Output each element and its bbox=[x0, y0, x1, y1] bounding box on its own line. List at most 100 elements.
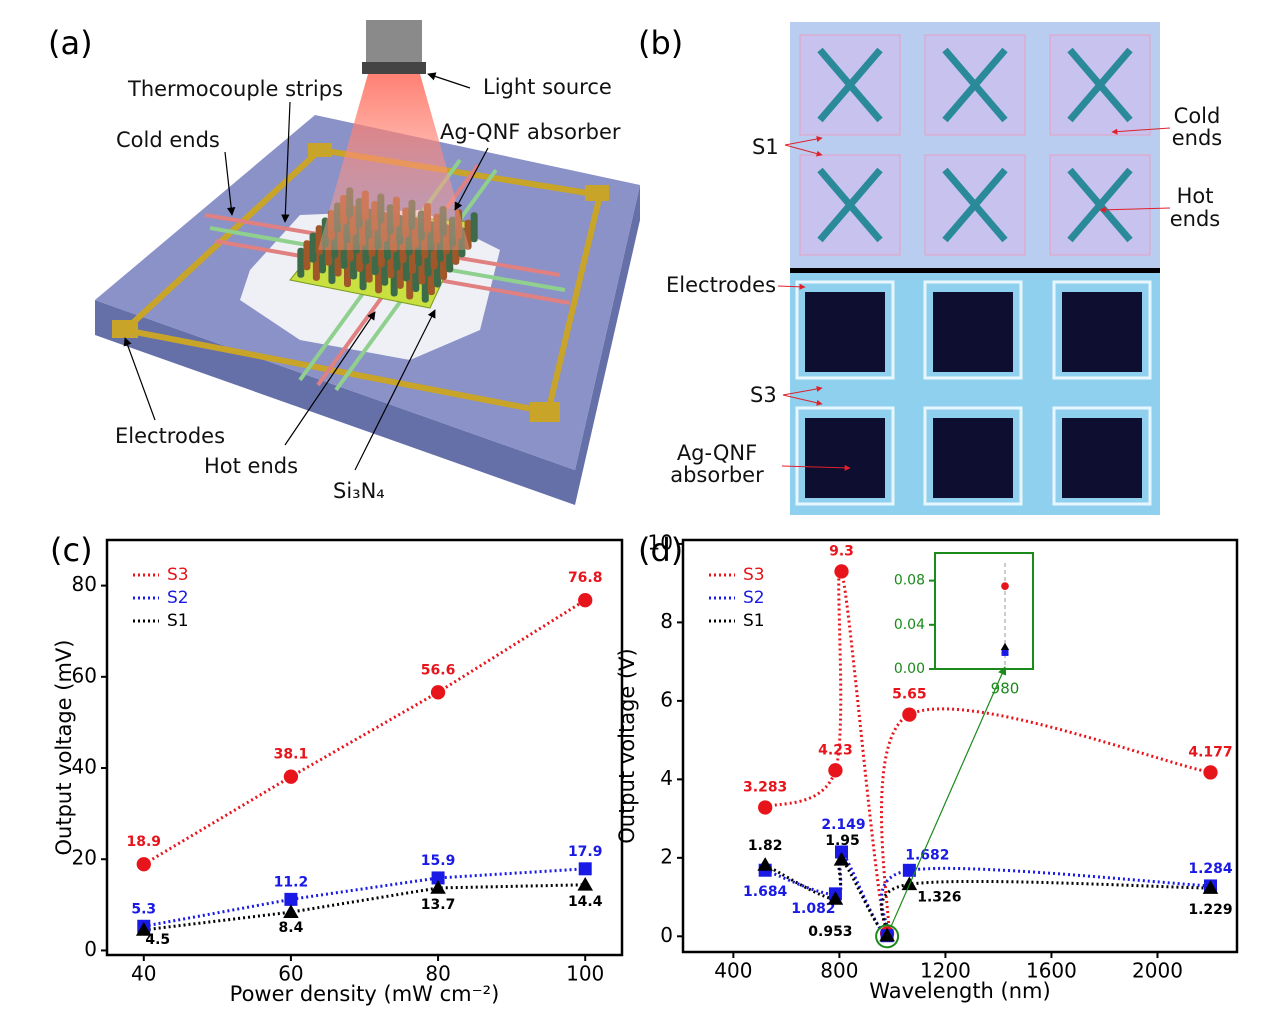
y-tick-label: 20 bbox=[72, 846, 97, 870]
y-axis-label: Output voltage (V) bbox=[615, 648, 639, 844]
inset-frame bbox=[934, 552, 1034, 670]
value-label: 3.283 bbox=[743, 779, 787, 795]
point bbox=[578, 862, 592, 876]
value-label: 1.229 bbox=[1188, 902, 1232, 918]
pad bbox=[585, 185, 609, 201]
pillar bbox=[303, 240, 311, 271]
point bbox=[834, 564, 849, 579]
label: Thermocouple strips bbox=[127, 77, 343, 101]
point bbox=[835, 845, 849, 859]
tile-frame bbox=[1052, 280, 1152, 380]
tile-pattern bbox=[817, 47, 883, 123]
absorber-square bbox=[933, 418, 1013, 498]
x-tick-label: 1200 bbox=[920, 959, 971, 983]
y-axis-label: Output voltage (mV) bbox=[52, 640, 76, 856]
value-label: 11.2 bbox=[274, 874, 309, 890]
callouts bbox=[777, 127, 1171, 471]
tile-frame bbox=[923, 406, 1023, 506]
point bbox=[1001, 582, 1009, 590]
label: Light source bbox=[483, 75, 612, 99]
value-label: 8.4 bbox=[279, 920, 304, 936]
series-line bbox=[143, 598, 587, 866]
label: Electrodes bbox=[666, 273, 776, 297]
point bbox=[1000, 642, 1010, 651]
tile-pattern bbox=[1067, 167, 1133, 243]
point bbox=[1202, 880, 1219, 894]
label: Electrodes bbox=[115, 424, 225, 448]
value-label: 17.9 bbox=[568, 844, 603, 860]
device-tiles bbox=[795, 34, 1152, 506]
x-tick-label: 1600 bbox=[1026, 959, 1077, 983]
x-tick-label: 800 bbox=[820, 959, 858, 983]
pillar bbox=[297, 247, 305, 278]
point bbox=[577, 876, 594, 891]
x-axis-label: Wavelength (nm) bbox=[869, 979, 1050, 1003]
x-tick-label: 80 bbox=[425, 962, 450, 986]
value-label: 5.3 bbox=[131, 901, 156, 917]
point bbox=[430, 685, 446, 700]
value-label: 1.326 bbox=[917, 889, 961, 905]
value-label: 1.682 bbox=[905, 847, 949, 863]
tile-frame bbox=[795, 406, 895, 506]
series-line bbox=[143, 867, 586, 928]
value-label: 4.177 bbox=[1188, 744, 1232, 760]
pad bbox=[112, 320, 138, 338]
point bbox=[135, 922, 152, 936]
point bbox=[879, 927, 895, 942]
label: ends bbox=[1172, 126, 1223, 150]
point bbox=[828, 763, 843, 778]
y-tick-label: 60 bbox=[72, 663, 97, 687]
x-tick-label: 400 bbox=[714, 959, 752, 983]
point bbox=[1001, 648, 1009, 656]
absorber-square bbox=[933, 292, 1013, 372]
point bbox=[283, 904, 299, 918]
point bbox=[1203, 765, 1218, 780]
y-tick-label: 0 bbox=[660, 923, 673, 947]
point bbox=[431, 871, 445, 885]
y-tick-label: 0.08 bbox=[894, 573, 925, 589]
y-tick-label: 10 bbox=[648, 530, 673, 554]
x-tick-label: 60 bbox=[278, 962, 303, 986]
axes-frame bbox=[105, 538, 624, 957]
value-label: 1.82 bbox=[748, 838, 783, 854]
label: ends bbox=[1170, 207, 1221, 231]
value-label: 13.7 bbox=[421, 897, 456, 913]
y-tick-label: 4 bbox=[660, 766, 673, 790]
label: Ag-QNF absorber bbox=[440, 120, 621, 144]
value-label: 1.95 bbox=[825, 833, 860, 849]
point bbox=[284, 892, 298, 906]
point bbox=[136, 857, 151, 872]
zoom-marker bbox=[875, 924, 900, 949]
tile-pattern bbox=[942, 167, 1008, 243]
label: S1 bbox=[752, 135, 779, 159]
pad bbox=[530, 402, 560, 422]
tile-pattern bbox=[817, 167, 883, 243]
point bbox=[283, 769, 299, 784]
callouts bbox=[123, 72, 489, 471]
y-tick-label: 2 bbox=[660, 844, 673, 868]
x-tick-label: 2000 bbox=[1132, 959, 1183, 983]
chart: 40 60 80 100 0 20 40 60 80 (c) Power density (mW c… bbox=[50, 531, 624, 1006]
point bbox=[430, 880, 446, 894]
point bbox=[833, 851, 850, 866]
y-tick-label: 0 bbox=[84, 937, 97, 961]
y-tick-label: 8 bbox=[660, 609, 673, 633]
label: Cold bbox=[1174, 104, 1221, 128]
pillar bbox=[470, 212, 478, 243]
panel-label: (b) bbox=[638, 24, 683, 62]
x-tick-label: 40 bbox=[131, 962, 156, 986]
label: Si₃N₄ bbox=[333, 479, 385, 503]
panel-label: (a) bbox=[48, 24, 93, 62]
x-axis-label: Power density (mW cm⁻²) bbox=[230, 982, 500, 1006]
value-label: 4.5 bbox=[145, 932, 170, 948]
y-tick-label: 80 bbox=[72, 572, 97, 596]
zoom-arrow bbox=[890, 666, 1006, 927]
series-line bbox=[143, 883, 586, 932]
panel-label: (d) bbox=[638, 531, 683, 569]
value-label: 76.8 bbox=[568, 570, 603, 586]
label: Cold ends bbox=[116, 128, 220, 152]
label: absorber bbox=[670, 463, 764, 487]
absorber-square bbox=[805, 418, 885, 498]
pillar bbox=[309, 232, 317, 263]
